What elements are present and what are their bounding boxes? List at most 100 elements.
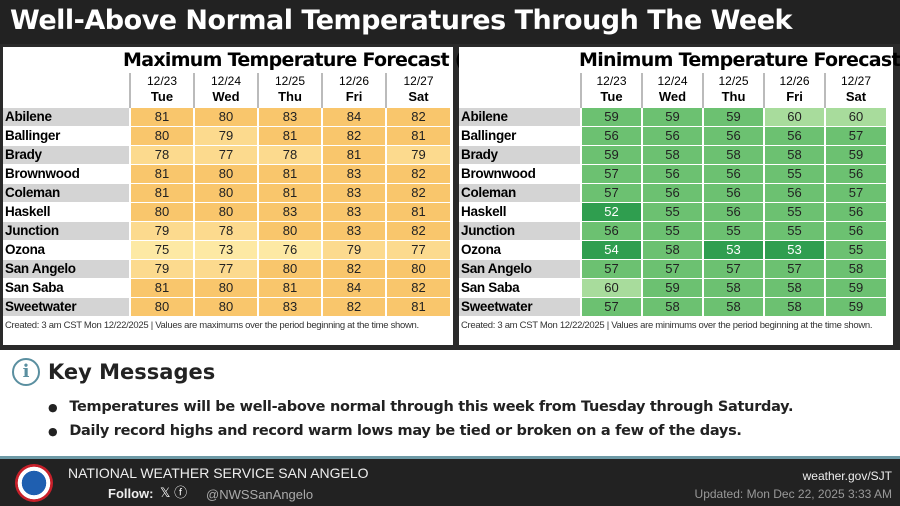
temp-cell: 56 xyxy=(580,125,642,145)
temp-cell: 57 xyxy=(702,258,764,278)
table-row: Brownwood 81 80 81 83 82 xyxy=(3,163,450,183)
temp-cell: 80 xyxy=(257,220,322,240)
temp-cell: 80 xyxy=(129,296,194,316)
temp-cell: 60 xyxy=(824,106,886,126)
min-temp-panel: Minimum Temperature Forecast (°F) 12/23T… xyxy=(459,47,900,345)
max-footnote: Created: 3 am CST Mon 12/22/2025 | Value… xyxy=(5,320,419,331)
temp-cell: 56 xyxy=(824,163,886,183)
city-label: Coleman xyxy=(3,182,130,202)
city-label: Brady xyxy=(459,144,581,164)
weekday-label: Fri xyxy=(345,89,363,104)
temp-cell: 81 xyxy=(129,277,194,297)
city-label: Ozona xyxy=(459,239,581,259)
table-row: Haskell 52 55 56 55 56 xyxy=(459,201,886,221)
temp-cell: 55 xyxy=(641,201,703,221)
temp-cell: 58 xyxy=(641,239,703,259)
date-label: 12/27 xyxy=(840,74,872,88)
office-name: NATIONAL WEATHER SERVICE SAN ANGELO xyxy=(68,465,369,481)
temp-cell: 55 xyxy=(824,239,886,259)
city-label: Brownwood xyxy=(3,163,130,183)
table-row: Haskell 80 80 83 83 81 xyxy=(3,201,450,221)
temp-cell: 56 xyxy=(763,125,825,145)
temp-cell: 78 xyxy=(193,220,258,240)
temp-cell: 83 xyxy=(321,182,386,202)
day-header: 12/27 Sat xyxy=(824,73,886,107)
temp-cell: 81 xyxy=(385,201,450,221)
date-label: 12/26 xyxy=(779,74,810,88)
temp-cell: 83 xyxy=(257,201,322,221)
temp-cell: 82 xyxy=(321,125,386,145)
temp-cell: 58 xyxy=(763,296,825,316)
temp-cell: 58 xyxy=(824,258,886,278)
table-row: Coleman 81 80 81 83 82 xyxy=(3,182,450,202)
social-icons[interactable]: 𝕏 ⓕ xyxy=(160,485,188,500)
temp-cell: 76 xyxy=(257,239,322,259)
temp-cell: 56 xyxy=(824,201,886,221)
temp-cell: 83 xyxy=(321,220,386,240)
max-temp-panel: Maximum Temperature Forecast (°F) 12/23 T… xyxy=(3,47,493,345)
social-handle[interactable]: @NWSSanAngelo xyxy=(206,487,314,502)
temp-cell: 80 xyxy=(193,106,258,126)
city-label: Junction xyxy=(459,220,581,240)
table-row: Sweetwater 80 80 83 82 81 xyxy=(3,296,450,316)
city-label: Ballinger xyxy=(3,125,130,145)
website-link[interactable]: weather.gov/SJT xyxy=(802,469,892,483)
temp-cell: 80 xyxy=(193,163,258,183)
temp-cell: 79 xyxy=(385,144,450,164)
temp-cell: 55 xyxy=(641,220,703,240)
day-header: 12/24 Wed xyxy=(641,73,703,107)
temp-cell: 57 xyxy=(580,163,642,183)
temp-cell: 52 xyxy=(580,201,642,221)
temp-cell: 81 xyxy=(321,144,386,164)
max-panel-title: Maximum Temperature Forecast (°F) xyxy=(123,49,493,71)
table-row: Abilene 59 59 59 60 60 xyxy=(459,106,886,126)
weekday-label: Tue xyxy=(600,89,623,104)
temp-cell: 77 xyxy=(193,258,258,278)
temp-cell: 57 xyxy=(763,258,825,278)
temp-cell: 81 xyxy=(385,296,450,316)
key-messages-list: Temperatures will be well-above normal t… xyxy=(48,398,793,446)
weekday-label: Fri xyxy=(786,89,803,104)
temp-cell: 53 xyxy=(702,239,764,259)
table-row: Abilene 81 80 83 84 82 xyxy=(3,106,450,126)
temp-cell: 83 xyxy=(321,163,386,183)
temp-cell: 75 xyxy=(129,239,194,259)
temp-cell: 80 xyxy=(193,296,258,316)
table-row: Coleman 57 56 56 56 57 xyxy=(459,182,886,202)
date-label: 12/24 xyxy=(657,74,688,88)
date-label: 12/26 xyxy=(338,74,370,88)
temp-cell: 57 xyxy=(824,182,886,202)
table-row: Ozona 75 73 76 79 77 xyxy=(3,239,450,259)
city-label: Ozona xyxy=(3,239,130,259)
info-icon: i xyxy=(12,358,40,386)
weekday-label: Thu xyxy=(278,89,302,104)
table-row: San Saba 81 80 81 84 82 xyxy=(3,277,450,297)
temp-cell: 80 xyxy=(129,201,194,221)
table-row: Brady 78 77 78 81 79 xyxy=(3,144,450,164)
key-messages-title: Key Messages xyxy=(48,360,216,384)
date-label: 12/24 xyxy=(210,74,242,88)
min-temp-table: 12/23 Tue 12/24 Wed 12/25 Thu 12/26 Fri 12/27 Sat… xyxy=(459,73,886,316)
day-header: 12/27 Sat xyxy=(385,73,450,107)
date-label: 12/25 xyxy=(718,74,749,88)
temp-cell: 55 xyxy=(763,220,825,240)
key-message: Daily record highs and record warm lows … xyxy=(48,422,793,441)
temp-cell: 77 xyxy=(385,239,450,259)
temp-cell: 56 xyxy=(702,201,764,221)
city-label: San Angelo xyxy=(459,258,581,278)
temp-cell: 58 xyxy=(702,296,764,316)
temp-cell: 81 xyxy=(129,163,194,183)
temp-cell: 81 xyxy=(257,182,322,202)
temp-cell: 80 xyxy=(193,277,258,297)
temp-cell: 55 xyxy=(702,220,764,240)
table-row: Sweetwater 57 58 58 58 59 xyxy=(459,296,886,316)
key-messages-header: i Key Messages xyxy=(12,358,312,388)
day-header: 12/23 Tue xyxy=(129,73,194,107)
temp-cell: 81 xyxy=(257,277,322,297)
weekday-label: Wed xyxy=(212,89,240,104)
city-label: Brownwood xyxy=(459,163,581,183)
temp-cell: 81 xyxy=(385,125,450,145)
temp-cell: 58 xyxy=(702,277,764,297)
temp-cell: 79 xyxy=(129,220,194,240)
temp-cell: 73 xyxy=(193,239,258,259)
